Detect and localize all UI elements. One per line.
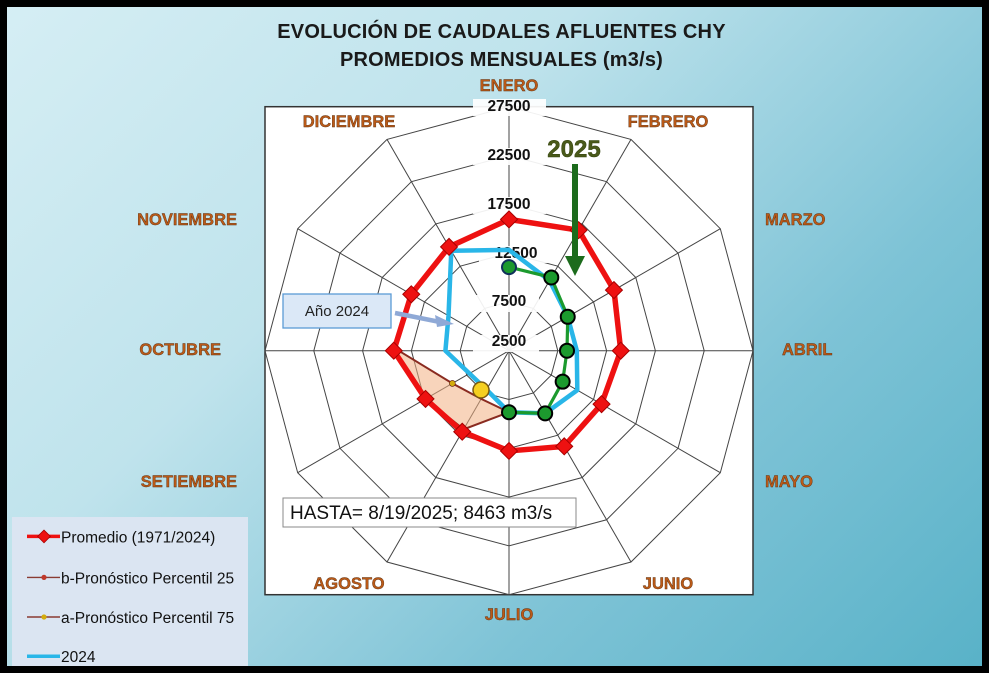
svg-text:27500: 27500 bbox=[487, 98, 530, 115]
svg-text:NOVIEMBRE: NOVIEMBRE bbox=[137, 211, 237, 229]
svg-text:Promedio (1971/2024): Promedio (1971/2024) bbox=[61, 529, 215, 546]
svg-text:7500: 7500 bbox=[492, 293, 526, 310]
svg-text:2024: 2024 bbox=[61, 649, 96, 666]
svg-text:OCTUBRE: OCTUBRE bbox=[139, 341, 221, 359]
svg-text:2500: 2500 bbox=[492, 333, 526, 350]
svg-text:2025: 2025 bbox=[547, 136, 600, 163]
svg-text:MAYO: MAYO bbox=[765, 473, 813, 491]
svg-text:AGOSTO: AGOSTO bbox=[313, 575, 384, 593]
svg-text:Año 2024: Año 2024 bbox=[305, 303, 369, 320]
svg-text:ABRIL: ABRIL bbox=[782, 341, 832, 359]
svg-text:MARZO: MARZO bbox=[765, 211, 826, 229]
svg-text:ENERO: ENERO bbox=[480, 77, 539, 95]
svg-text:DICIEMBRE: DICIEMBRE bbox=[303, 113, 396, 131]
svg-text:22500: 22500 bbox=[487, 147, 530, 164]
svg-text:JULIO: JULIO bbox=[485, 606, 534, 624]
svg-text:a-Pronóstico Percentil 75: a-Pronóstico Percentil 75 bbox=[61, 610, 234, 627]
svg-text:JUNIO: JUNIO bbox=[643, 575, 694, 593]
svg-text:HASTA= 8/19/2025; 8463 m3/s: HASTA= 8/19/2025; 8463 m3/s bbox=[290, 503, 552, 524]
svg-text:FEBRERO: FEBRERO bbox=[628, 113, 709, 131]
svg-text:b-Pronóstico Percentil 25: b-Pronóstico Percentil 25 bbox=[61, 570, 234, 587]
svg-text:SETIEMBRE: SETIEMBRE bbox=[141, 473, 237, 491]
